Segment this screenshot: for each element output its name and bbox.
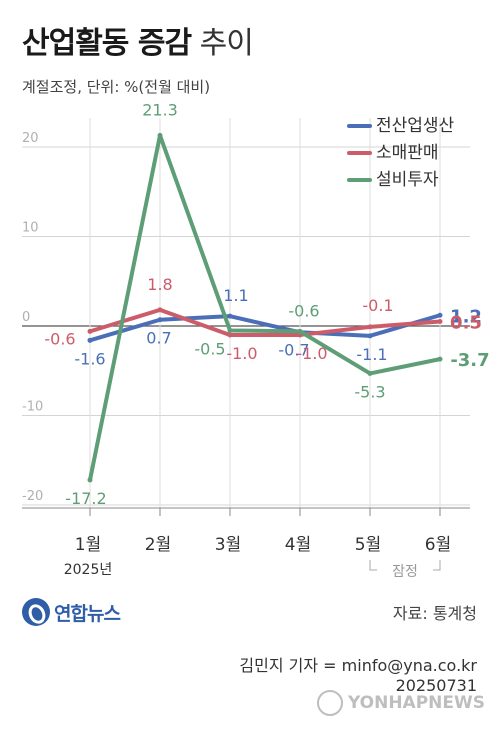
credit-date: 20250731 <box>395 676 477 695</box>
year-label: 2025년 <box>64 562 113 578</box>
data-label: -3.7 <box>450 350 489 371</box>
data-label: 21.3 <box>142 100 178 119</box>
series-line-1 <box>88 313 442 343</box>
data-point <box>367 370 373 376</box>
yonhap-logo: 연합뉴스 <box>22 598 121 626</box>
data-label: 0.5 <box>450 313 482 334</box>
data-point <box>227 327 233 333</box>
data-point <box>157 317 163 323</box>
data-label: -1.6 <box>74 349 105 368</box>
credit: 김민지 기자 = minfo@yna.co.kr 20250731 <box>239 652 477 695</box>
y-tick-label: 20 <box>22 131 39 146</box>
data-label: 1.8 <box>147 275 172 294</box>
x-tick-label: 3월 <box>215 535 241 555</box>
source-note: 자료: 통계청 <box>392 604 477 623</box>
logo-text: 연합뉴스 <box>54 602 121 625</box>
provisional-bracket-right <box>433 560 441 571</box>
page-title: 산업활동 증감 추이 <box>22 18 254 62</box>
title-main: 산업활동 증감 <box>22 26 192 61</box>
x-tick-label: 4월 <box>285 535 311 555</box>
legend-entry: 전산업생산 <box>376 116 455 136</box>
line-chart: 20 10 0 -10 -20 1월 2월 3월 4월 5월 6월 2025년 잠정 -1.6 0.7 1.… <box>22 100 490 580</box>
yonhap-logo-icon <box>22 598 50 626</box>
data-point <box>227 332 233 338</box>
data-point <box>437 319 443 325</box>
series-line-3 <box>88 133 442 482</box>
y-tick-label: -10 <box>22 400 43 415</box>
watermark-icon <box>316 690 343 716</box>
data-label: -0.5 <box>194 339 225 358</box>
data-point <box>157 307 163 313</box>
data-label: -1.0 <box>226 344 257 363</box>
data-point <box>227 313 233 319</box>
x-tick-label: 6월 <box>425 535 451 555</box>
y-tick-label: -20 <box>22 489 43 504</box>
data-label: -17.2 <box>65 489 106 508</box>
data-label: -0.6 <box>44 329 75 348</box>
y-tick-label: 0 <box>22 310 30 325</box>
axes: 20 10 0 -10 -20 1월 2월 3월 4월 5월 6월 2025년 잠정 <box>22 131 470 580</box>
data-label: -0.6 <box>288 301 319 320</box>
y-tick-label: 10 <box>22 221 39 236</box>
data-label: 0.7 <box>146 329 171 348</box>
watermark-text: YONHAPNEWS <box>347 693 485 713</box>
data-point <box>297 328 303 334</box>
provisional-bracket-left <box>369 560 377 571</box>
data-label: 1.1 <box>223 286 248 305</box>
data-label: -5.3 <box>354 382 385 401</box>
data-label: -0.1 <box>362 296 393 315</box>
provisional-label: 잠정 <box>392 564 418 580</box>
data-point <box>367 324 373 330</box>
data-label: -1.1 <box>356 345 387 364</box>
data-label: 1.2 <box>450 306 482 327</box>
page-subtitle: 계절조정, 단위: %(전월 대비) <box>22 78 211 96</box>
x-tick-label: 1월 <box>75 535 101 555</box>
legend-entry: 설비투자 <box>376 170 439 190</box>
title-suffix: 추이 <box>199 26 254 61</box>
credit-reporter: 김민지 기자 = minfo@yna.co.kr <box>239 656 477 675</box>
data-label: -0.7 <box>278 340 309 359</box>
series-lines <box>87 132 443 483</box>
data-point <box>157 132 163 138</box>
data-point <box>87 337 93 343</box>
series-line-2 <box>88 307 442 337</box>
x-tick-label: 2월 <box>145 535 171 555</box>
data-point <box>367 333 373 339</box>
data-point <box>437 312 443 318</box>
x-tick-label: 5월 <box>355 535 381 555</box>
data-point <box>87 477 93 483</box>
watermark: YONHAPNEWS <box>316 690 485 716</box>
legend-entry: 소매판매 <box>376 143 439 163</box>
data-point <box>437 356 443 362</box>
data-point <box>87 328 93 334</box>
data-labels: -1.6 0.7 1.1 -0.7 -1.1 1.2 -0.6 1.8 -1.0 -1.0 -0.1… <box>44 100 489 508</box>
data-label: -1.0 <box>296 344 327 363</box>
